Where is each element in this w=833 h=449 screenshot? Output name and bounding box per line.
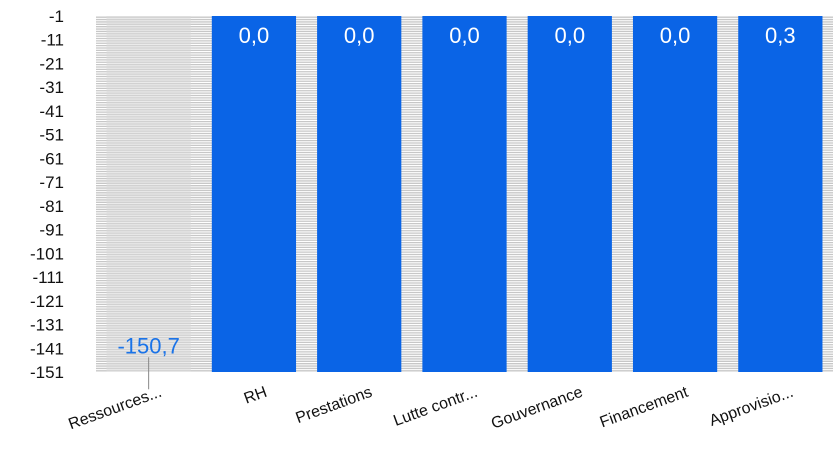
y-tick-label: -21 [39,54,64,73]
x-tick-label: Approvisio... [707,384,796,430]
bar [317,16,402,372]
y-tick-label: -131 [30,316,64,335]
y-tick-label: -41 [39,102,64,121]
y-tick-label: -71 [39,173,64,192]
y-tick-label: -61 [39,149,64,168]
y-tick-label: -51 [39,126,64,145]
y-tick-label: -91 [39,221,64,240]
bar [527,16,612,372]
data-label: 0,0 [660,23,691,48]
data-label: 0,3 [765,23,796,48]
x-tick-label: Gouvernance [489,384,585,433]
bar [738,16,823,372]
y-tick-label: -141 [30,339,64,358]
y-tick-label: -101 [30,244,64,263]
x-tick-label: Lutte contr... [391,384,480,430]
y-tick-label: -121 [30,292,64,311]
y-axis: -1 -11 -21 -31 -41 -51 -61 -71 -81 -91 -101 -111 -12… [30,7,64,382]
y-tick-label: -1 [49,7,64,26]
data-label: -150,7 [117,333,179,358]
y-tick-label: -151 [30,363,64,382]
y-tick-label: -111 [32,268,64,287]
data-label: 0,0 [239,23,270,48]
bar [422,16,507,372]
bar [211,16,297,372]
data-labels: -150,7 0,0 0,0 0,0 0,0 0,0 0,3 [117,23,795,358]
bars [106,16,823,390]
x-tick-label: Prestations [294,384,375,427]
y-tick-label: -11 [41,31,64,50]
x-tick-label: Ressources... [66,384,164,433]
bar [632,16,718,372]
y-tick-label: -81 [39,197,64,216]
x-tick-label: Financement [598,384,691,432]
y-tick-label: -31 [39,78,64,97]
bar [106,16,191,372]
data-label: 0,0 [344,23,375,48]
x-tick-label: RH [242,384,270,408]
data-label: 0,0 [449,23,480,48]
data-label: 0,0 [554,23,585,48]
x-axis: Ressources... RH Prestations Lutte contr...… [66,384,795,434]
